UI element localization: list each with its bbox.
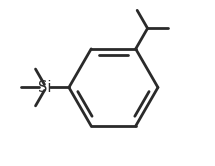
Text: Si: Si — [38, 80, 51, 95]
